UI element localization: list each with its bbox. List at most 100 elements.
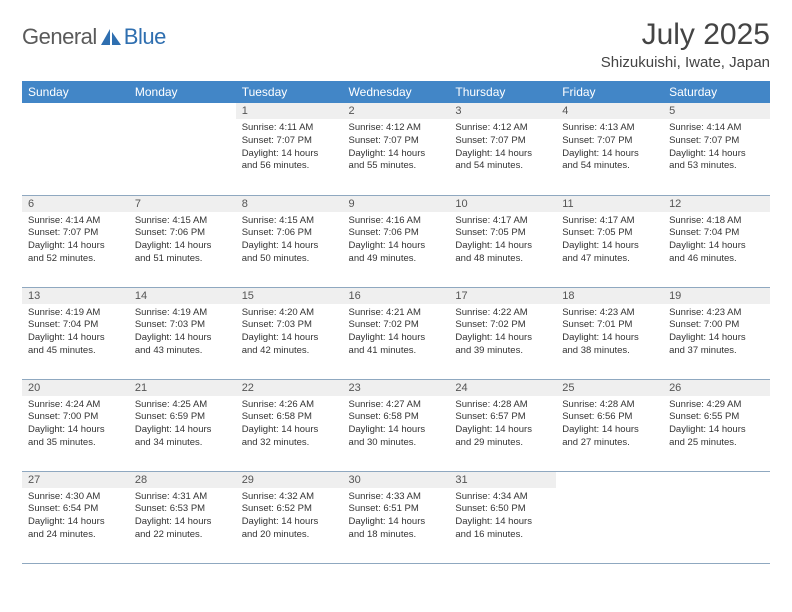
calendar-day-cell: 13Sunrise: 4:19 AMSunset: 7:04 PMDayligh… xyxy=(22,287,129,379)
day-number: 21 xyxy=(129,380,236,396)
calendar-day-cell: 25Sunrise: 4:28 AMSunset: 6:56 PMDayligh… xyxy=(556,379,663,471)
calendar-day-cell: 29Sunrise: 4:32 AMSunset: 6:52 PMDayligh… xyxy=(236,471,343,563)
day-content: Sunrise: 4:15 AMSunset: 7:06 PMDaylight:… xyxy=(236,212,343,269)
calendar-day-cell: 10Sunrise: 4:17 AMSunset: 7:05 PMDayligh… xyxy=(449,195,556,287)
calendar-week-row: 27Sunrise: 4:30 AMSunset: 6:54 PMDayligh… xyxy=(22,471,770,563)
calendar-week-row: 1Sunrise: 4:11 AMSunset: 7:07 PMDaylight… xyxy=(22,103,770,195)
day-content: Sunrise: 4:23 AMSunset: 7:00 PMDaylight:… xyxy=(663,304,770,361)
weekday-header: Thursday xyxy=(449,81,556,103)
day-number: 12 xyxy=(663,196,770,212)
day-content: Sunrise: 4:21 AMSunset: 7:02 PMDaylight:… xyxy=(343,304,450,361)
day-content: Sunrise: 4:19 AMSunset: 7:04 PMDaylight:… xyxy=(22,304,129,361)
day-content: Sunrise: 4:14 AMSunset: 7:07 PMDaylight:… xyxy=(663,119,770,176)
day-content: Sunrise: 4:24 AMSunset: 7:00 PMDaylight:… xyxy=(22,396,129,453)
weekday-header: Sunday xyxy=(22,81,129,103)
calendar-day-cell: 19Sunrise: 4:23 AMSunset: 7:00 PMDayligh… xyxy=(663,287,770,379)
day-content: Sunrise: 4:19 AMSunset: 7:03 PMDaylight:… xyxy=(129,304,236,361)
calendar-day-cell: 4Sunrise: 4:13 AMSunset: 7:07 PMDaylight… xyxy=(556,103,663,195)
calendar-day-cell: 21Sunrise: 4:25 AMSunset: 6:59 PMDayligh… xyxy=(129,379,236,471)
day-number: 17 xyxy=(449,288,556,304)
calendar-day-cell: 23Sunrise: 4:27 AMSunset: 6:58 PMDayligh… xyxy=(343,379,450,471)
day-content: Sunrise: 4:32 AMSunset: 6:52 PMDaylight:… xyxy=(236,488,343,545)
calendar-day-cell: 5Sunrise: 4:14 AMSunset: 7:07 PMDaylight… xyxy=(663,103,770,195)
day-content: Sunrise: 4:34 AMSunset: 6:50 PMDaylight:… xyxy=(449,488,556,545)
day-number: 3 xyxy=(449,103,556,119)
day-number: 31 xyxy=(449,472,556,488)
logo-sail-icon xyxy=(101,29,121,45)
day-number: 14 xyxy=(129,288,236,304)
day-number: 9 xyxy=(343,196,450,212)
day-content: Sunrise: 4:18 AMSunset: 7:04 PMDaylight:… xyxy=(663,212,770,269)
logo: General Blue xyxy=(22,18,166,50)
calendar-grid: SundayMondayTuesdayWednesdayThursdayFrid… xyxy=(22,81,770,564)
day-content: Sunrise: 4:14 AMSunset: 7:07 PMDaylight:… xyxy=(22,212,129,269)
day-number: 20 xyxy=(22,380,129,396)
weekday-header: Wednesday xyxy=(343,81,450,103)
day-content: Sunrise: 4:29 AMSunset: 6:55 PMDaylight:… xyxy=(663,396,770,453)
calendar-day-cell: 1Sunrise: 4:11 AMSunset: 7:07 PMDaylight… xyxy=(236,103,343,195)
calendar-day-cell: 11Sunrise: 4:17 AMSunset: 7:05 PMDayligh… xyxy=(556,195,663,287)
day-content: Sunrise: 4:20 AMSunset: 7:03 PMDaylight:… xyxy=(236,304,343,361)
calendar-day-cell: 27Sunrise: 4:30 AMSunset: 6:54 PMDayligh… xyxy=(22,471,129,563)
day-number: 1 xyxy=(236,103,343,119)
day-content: Sunrise: 4:33 AMSunset: 6:51 PMDaylight:… xyxy=(343,488,450,545)
day-number: 27 xyxy=(22,472,129,488)
calendar-day-cell: 2Sunrise: 4:12 AMSunset: 7:07 PMDaylight… xyxy=(343,103,450,195)
day-number: 5 xyxy=(663,103,770,119)
day-content: Sunrise: 4:11 AMSunset: 7:07 PMDaylight:… xyxy=(236,119,343,176)
day-number: 7 xyxy=(129,196,236,212)
day-content: Sunrise: 4:13 AMSunset: 7:07 PMDaylight:… xyxy=(556,119,663,176)
day-number: 19 xyxy=(663,288,770,304)
calendar-day-cell: 31Sunrise: 4:34 AMSunset: 6:50 PMDayligh… xyxy=(449,471,556,563)
calendar-day-cell: 16Sunrise: 4:21 AMSunset: 7:02 PMDayligh… xyxy=(343,287,450,379)
calendar-week-row: 6Sunrise: 4:14 AMSunset: 7:07 PMDaylight… xyxy=(22,195,770,287)
day-number: 15 xyxy=(236,288,343,304)
day-number: 25 xyxy=(556,380,663,396)
calendar-day-cell: 20Sunrise: 4:24 AMSunset: 7:00 PMDayligh… xyxy=(22,379,129,471)
day-number: 26 xyxy=(663,380,770,396)
title-block: July 2025 Shizukuishi, Iwate, Japan xyxy=(601,18,770,71)
day-number: 6 xyxy=(22,196,129,212)
calendar-empty-cell xyxy=(129,103,236,195)
day-number: 22 xyxy=(236,380,343,396)
day-content: Sunrise: 4:26 AMSunset: 6:58 PMDaylight:… xyxy=(236,396,343,453)
calendar-day-cell: 6Sunrise: 4:14 AMSunset: 7:07 PMDaylight… xyxy=(22,195,129,287)
logo-text-general: General xyxy=(22,24,97,50)
calendar-day-cell: 28Sunrise: 4:31 AMSunset: 6:53 PMDayligh… xyxy=(129,471,236,563)
day-content: Sunrise: 4:28 AMSunset: 6:56 PMDaylight:… xyxy=(556,396,663,453)
calendar-empty-cell xyxy=(556,471,663,563)
day-number: 4 xyxy=(556,103,663,119)
day-number: 8 xyxy=(236,196,343,212)
day-content: Sunrise: 4:17 AMSunset: 7:05 PMDaylight:… xyxy=(449,212,556,269)
calendar-empty-cell xyxy=(22,103,129,195)
calendar-day-cell: 9Sunrise: 4:16 AMSunset: 7:06 PMDaylight… xyxy=(343,195,450,287)
day-content: Sunrise: 4:17 AMSunset: 7:05 PMDaylight:… xyxy=(556,212,663,269)
calendar-day-cell: 22Sunrise: 4:26 AMSunset: 6:58 PMDayligh… xyxy=(236,379,343,471)
day-number: 16 xyxy=(343,288,450,304)
day-content: Sunrise: 4:12 AMSunset: 7:07 PMDaylight:… xyxy=(449,119,556,176)
day-number: 11 xyxy=(556,196,663,212)
day-content: Sunrise: 4:23 AMSunset: 7:01 PMDaylight:… xyxy=(556,304,663,361)
calendar-day-cell: 14Sunrise: 4:19 AMSunset: 7:03 PMDayligh… xyxy=(129,287,236,379)
day-content: Sunrise: 4:22 AMSunset: 7:02 PMDaylight:… xyxy=(449,304,556,361)
calendar-day-cell: 26Sunrise: 4:29 AMSunset: 6:55 PMDayligh… xyxy=(663,379,770,471)
calendar-week-row: 20Sunrise: 4:24 AMSunset: 7:00 PMDayligh… xyxy=(22,379,770,471)
day-number: 30 xyxy=(343,472,450,488)
calendar-day-cell: 8Sunrise: 4:15 AMSunset: 7:06 PMDaylight… xyxy=(236,195,343,287)
day-number: 10 xyxy=(449,196,556,212)
day-content: Sunrise: 4:15 AMSunset: 7:06 PMDaylight:… xyxy=(129,212,236,269)
weekday-header: Friday xyxy=(556,81,663,103)
header: General Blue July 2025 Shizukuishi, Iwat… xyxy=(22,18,770,71)
calendar-day-cell: 7Sunrise: 4:15 AMSunset: 7:06 PMDaylight… xyxy=(129,195,236,287)
calendar-day-cell: 12Sunrise: 4:18 AMSunset: 7:04 PMDayligh… xyxy=(663,195,770,287)
day-content: Sunrise: 4:12 AMSunset: 7:07 PMDaylight:… xyxy=(343,119,450,176)
day-content: Sunrise: 4:25 AMSunset: 6:59 PMDaylight:… xyxy=(129,396,236,453)
calendar-header-row: SundayMondayTuesdayWednesdayThursdayFrid… xyxy=(22,81,770,103)
day-content: Sunrise: 4:27 AMSunset: 6:58 PMDaylight:… xyxy=(343,396,450,453)
calendar-day-cell: 17Sunrise: 4:22 AMSunset: 7:02 PMDayligh… xyxy=(449,287,556,379)
calendar-day-cell: 15Sunrise: 4:20 AMSunset: 7:03 PMDayligh… xyxy=(236,287,343,379)
day-number: 18 xyxy=(556,288,663,304)
day-number: 13 xyxy=(22,288,129,304)
weekday-header: Tuesday xyxy=(236,81,343,103)
day-number: 24 xyxy=(449,380,556,396)
